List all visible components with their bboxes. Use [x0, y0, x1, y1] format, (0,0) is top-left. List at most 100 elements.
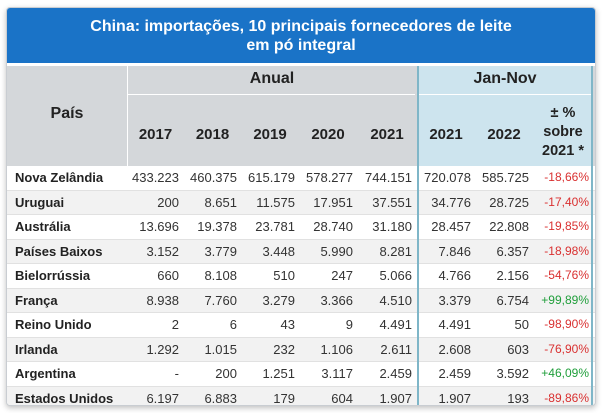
- value-cell-v2020: 3.366: [320, 292, 353, 308]
- change-cell: -54,76%: [544, 268, 589, 282]
- country-cell: Argentina: [15, 366, 76, 381]
- country-cell: Nova Zelândia: [15, 170, 104, 185]
- change-cell: -18,66%: [544, 170, 589, 184]
- value-cell-v2019: 232: [273, 341, 295, 357]
- table-row: Austrália 13.696 19.378 23.781 28.740 31.180 2…: [7, 215, 595, 240]
- country-cell: Países Baixos: [15, 243, 103, 259]
- value-cell-v2021: 1.907: [379, 390, 412, 406]
- value-cell-v2019: 179: [273, 390, 295, 406]
- table-body: Nova Zelândia 433.223 460.375 615.179 578.27…: [7, 166, 595, 406]
- value-cell-v2018: 200: [215, 366, 237, 381]
- value-cell-v2018: 3.779: [204, 243, 237, 259]
- header-change: ± % sobre 2021 *: [533, 104, 593, 161]
- value-cell-v2021: 2.611: [380, 341, 412, 357]
- country-cell: Uruguai: [15, 194, 65, 210]
- table-row: Reino Unido 2 6 43 9 4.491 4.491 50 -98,90%: [7, 313, 595, 338]
- value-cell-v2021: 8.281: [379, 243, 412, 259]
- value-cell-v2019: 23.781: [255, 219, 295, 234]
- value-cell-v2019: 1.251: [262, 366, 295, 381]
- value-cell-v2020: 247: [331, 268, 353, 283]
- table-row: Estados Unidos 6.197 6.883 179 604 1.907 1.907…: [7, 386, 595, 406]
- header-country: País: [50, 105, 84, 122]
- country-cell: Austrália: [15, 219, 71, 234]
- header-divider-jannov-row: [419, 94, 591, 95]
- header-change-line-2: sobre: [543, 124, 583, 140]
- value-cell-v2017: 660: [157, 268, 179, 283]
- value-cell-jn2021: 7.846: [438, 243, 471, 259]
- header-year-2019: 2019: [253, 126, 287, 143]
- value-cell-v2019: 43: [280, 317, 295, 332]
- table-row: Bielorrússia 660 8.108 510 247 5.066 4.766 2.15…: [7, 264, 595, 289]
- change-cell: +99,89%: [541, 292, 589, 307]
- value-cell-jn2021: 3.379: [438, 292, 471, 308]
- value-cell-v2020: 578.277: [306, 170, 353, 185]
- value-cell-v2018: 8.651: [204, 194, 237, 210]
- header-year-2018: 2018: [195, 126, 230, 143]
- value-cell-v2019: 3.279: [262, 292, 295, 308]
- value-cell-jn2022: 22.808: [489, 219, 529, 234]
- value-cell-v2021: 31.180: [372, 219, 412, 234]
- value-cell-v2018: 7.760: [204, 292, 237, 308]
- header-change-line-3: 2021 *: [542, 143, 584, 159]
- value-cell-jn2021: 2.459: [438, 366, 471, 381]
- value-cell-v2021: 5.066: [379, 268, 412, 283]
- header-jannov: Jan-Nov: [473, 70, 537, 87]
- value-cell-v2017: 13.696: [139, 219, 179, 234]
- country-cell: Bielorrússia: [15, 268, 91, 283]
- header-year-2017: 2017: [138, 126, 173, 143]
- value-cell-v2020: 1.106: [320, 341, 353, 357]
- value-cell-v2020: 604: [331, 390, 353, 406]
- country-cell: Irlanda: [15, 341, 58, 357]
- table-row: Argentina - 200 1.251 3.117 2.459 2.459 3.592 +4…: [7, 362, 595, 387]
- value-cell-v2021: 744.151: [365, 170, 412, 185]
- value-cell-jn2022: 3.592: [496, 366, 529, 381]
- header-change-line-1: ± %: [550, 105, 576, 121]
- value-cell-jn2021: 4.491: [438, 317, 471, 332]
- value-cell-jn2022: 50: [514, 317, 529, 332]
- value-cell-v2020: 28.740: [313, 219, 353, 234]
- value-cell-v2018: 6: [229, 317, 237, 332]
- value-cell-jn2022: 603: [507, 341, 529, 357]
- country-cell: França: [15, 292, 58, 308]
- jannov-header-band: [417, 66, 593, 166]
- change-cell: -98,90%: [544, 317, 589, 331]
- value-cell-jn2022: 6.357: [496, 243, 529, 259]
- value-cell-v2018: 6.883: [204, 390, 237, 406]
- value-cell-jn2022: 2.156: [496, 268, 529, 283]
- value-cell-v2019: 11.575: [256, 194, 295, 210]
- value-cell-v2021: 4.510: [379, 292, 412, 308]
- value-cell-jn2021: 2.608: [438, 341, 471, 357]
- table-row: França 8.938 7.760 3.279 3.366 4.510 3.379 6.75…: [7, 288, 595, 313]
- header-divider-anual: [127, 94, 415, 95]
- value-cell-v2021: 37.551: [372, 194, 412, 210]
- value-cell-jn2021: 28.457: [431, 219, 471, 234]
- value-cell-v2020: 5.990: [320, 243, 353, 259]
- value-cell-v2018: 19.378: [197, 219, 237, 234]
- value-cell-jn2021: 720.078: [424, 170, 471, 185]
- country-cell: Estados Unidos: [15, 390, 114, 406]
- value-cell-v2017: 8.938: [146, 292, 179, 308]
- table-row: Irlanda 1.292 1.015 232 1.106 2.611 2.608 603 -7…: [7, 337, 595, 362]
- value-cell-v2021: 4.491: [379, 317, 412, 332]
- change-cell: -18,98%: [544, 243, 589, 258]
- value-cell-jn2021: 4.766: [438, 268, 471, 283]
- table-row: Uruguai 200 8.651 11.575 17.951 37.551 34.776 2…: [7, 190, 595, 215]
- table-card: China: importações, 10 principais fornec…: [6, 7, 596, 406]
- header-jn-2022: 2022: [487, 126, 521, 143]
- title-line-1: China: importações, 10 principais fornec…: [90, 17, 512, 35]
- value-cell-v2017: 433.223: [132, 170, 179, 185]
- change-cell: -76,90%: [544, 341, 589, 356]
- table-row: Nova Zelândia 433.223 460.375 615.179 578.27…: [7, 166, 595, 191]
- value-cell-v2018: 8.108: [204, 268, 237, 283]
- value-cell-jn2022: 193: [507, 390, 529, 406]
- value-cell-v2017: -: [174, 366, 179, 381]
- value-cell-jn2021: 1.907: [438, 390, 471, 406]
- change-cell: -17,40%: [544, 194, 589, 209]
- value-cell-v2017: 1.292: [146, 341, 179, 357]
- value-cell-v2019: 3.448: [262, 243, 295, 259]
- value-cell-v2020: 3.117: [321, 366, 353, 381]
- header-divider-country: [127, 66, 128, 166]
- table-row: Países Baixos 3.152 3.779 3.448 5.990 8.281 7.…: [7, 239, 595, 264]
- header-year-2021: 2021: [370, 126, 404, 143]
- value-cell-jn2022: 585.725: [482, 170, 529, 185]
